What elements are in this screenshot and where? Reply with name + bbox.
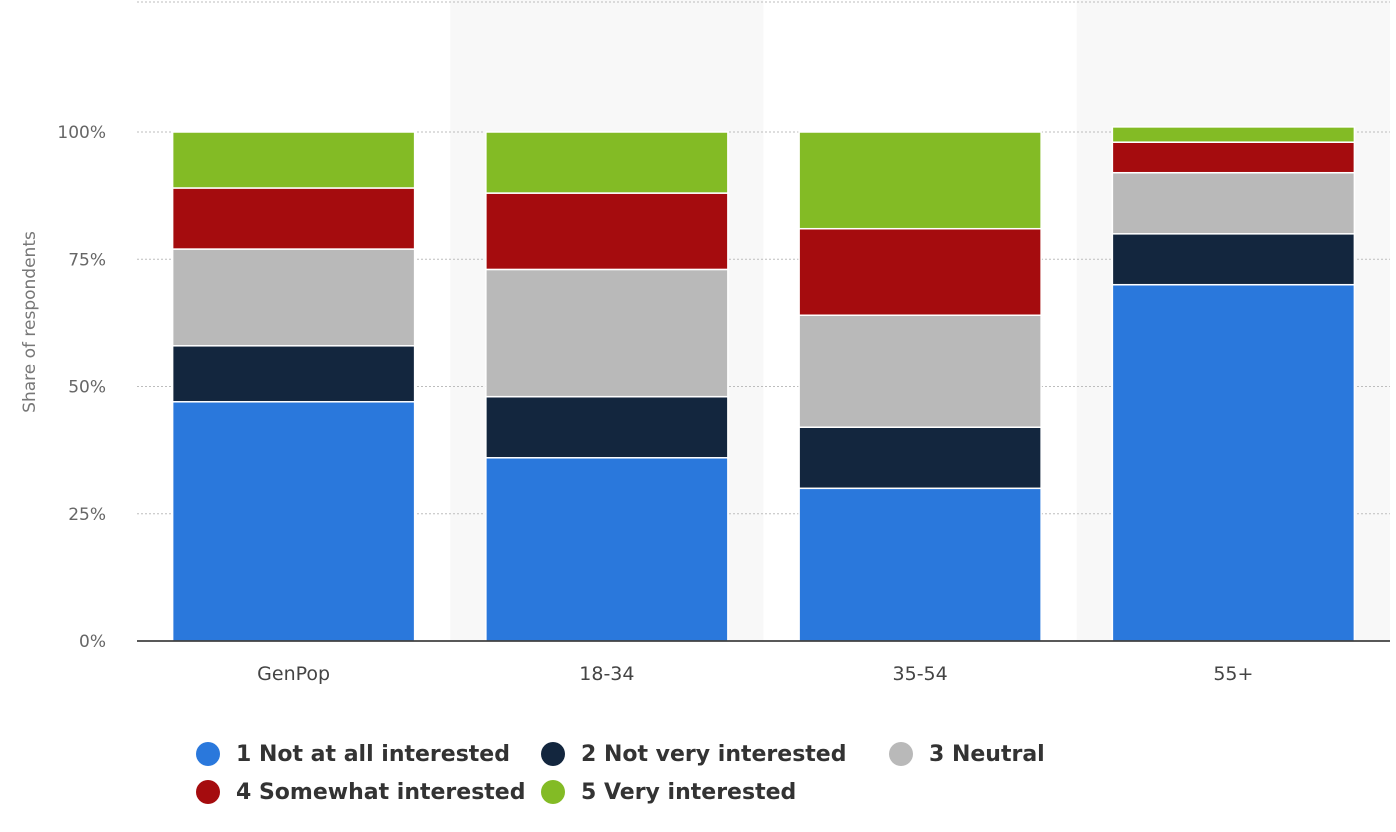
legend-item-not-very-interested[interactable]: 2 Not very interested (541, 742, 889, 767)
bar-segment[interactable] (171, 248, 416, 347)
bar-segment[interactable] (1111, 126, 1356, 143)
bar-segment[interactable] (1111, 283, 1356, 642)
bar-segment[interactable] (798, 314, 1042, 428)
legend-item-somewhat-interested[interactable]: 4 Somewhat interested (196, 780, 541, 805)
y-tick-label: 25% (68, 505, 106, 525)
x-tick-label: 55+ (1213, 663, 1253, 685)
bar-segment[interactable] (171, 131, 416, 189)
legend-dot-icon (196, 742, 220, 766)
legend-item-neutral[interactable]: 3 Neutral (889, 742, 1045, 767)
bar-segment[interactable] (1111, 141, 1356, 174)
bar-segment[interactable] (171, 401, 416, 642)
bar-segment[interactable] (171, 187, 416, 250)
legend-row: 1 Not at all interested 2 Not very inter… (196, 735, 1096, 773)
x-tick-labels: GenPop 18-34 35-54 55+ (257, 663, 1253, 685)
bars (171, 126, 1356, 642)
legend-dot-icon (541, 780, 565, 804)
x-tick-label: 35-54 (893, 663, 948, 685)
legend-dot-icon (196, 780, 220, 804)
legend-dot-icon (541, 742, 565, 766)
y-tick-label: 75% (68, 250, 106, 270)
bar-segment[interactable] (798, 227, 1042, 316)
y-tick-label: 50% (68, 378, 106, 398)
legend-dot-icon (889, 742, 913, 766)
legend-item-not-at-all-interested[interactable]: 1 Not at all interested (196, 742, 541, 767)
y-tick-labels: 0% 25% 50% 75% 100% (57, 123, 106, 652)
y-axis-title: Share of respondents (20, 231, 40, 413)
bar-segment[interactable] (485, 395, 729, 459)
x-tick-label: GenPop (257, 663, 330, 685)
bar-segment[interactable] (171, 345, 416, 403)
legend-item-very-interested[interactable]: 5 Very interested (541, 780, 796, 805)
legend-label: 2 Not very interested (581, 741, 847, 767)
legend-label: 5 Very interested (581, 779, 797, 805)
y-tick-label: 100% (57, 123, 106, 143)
x-tick-label: 18-34 (579, 663, 634, 685)
legend-row: 4 Somewhat interested 5 Very interested (196, 773, 1096, 811)
bar-segment[interactable] (798, 131, 1042, 230)
legend-label: 1 Not at all interested (236, 741, 510, 767)
bar-segment[interactable] (485, 192, 729, 271)
bar-segment[interactable] (485, 131, 729, 194)
bar-segment[interactable] (1111, 171, 1356, 235)
bar-segment[interactable] (798, 487, 1042, 642)
bar-segment[interactable] (485, 268, 729, 398)
legend-label: 3 Neutral (929, 741, 1045, 767)
bar-segment[interactable] (798, 426, 1042, 490)
bar-segment[interactable] (1111, 233, 1356, 286)
legend: 1 Not at all interested 2 Not very inter… (196, 735, 1096, 811)
y-tick-label: 0% (79, 632, 106, 652)
legend-label: 4 Somewhat interested (236, 779, 526, 805)
bar-segment[interactable] (485, 457, 729, 642)
